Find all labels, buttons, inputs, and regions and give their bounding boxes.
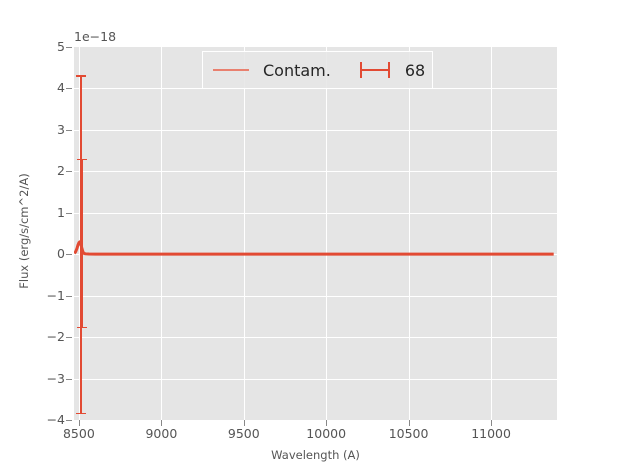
y-tick-mark: [66, 171, 72, 173]
y-tick-label: 2: [57, 163, 65, 179]
y-tick-label: 5: [57, 39, 65, 54]
gridline-horizontal: [74, 212, 557, 214]
legend-item-contam[interactable]: Contam.: [203, 52, 331, 88]
x-tick-mark: [243, 420, 245, 426]
y-tick-mark: [66, 88, 72, 90]
y-axis-label: Flux (erg/s/cm^2/A): [17, 173, 31, 289]
x-tick-label: 10000: [306, 426, 347, 441]
x-tick-mark: [408, 420, 410, 426]
x-tick-label: 9000: [145, 426, 178, 441]
gridline-horizontal: [74, 129, 557, 131]
x-tick-mark: [491, 420, 493, 426]
y-tick-label: −2: [46, 329, 65, 345]
legend-label-68: 68: [404, 60, 426, 80]
y-tick-mark: [66, 337, 72, 339]
errorbar-bar: [359, 69, 390, 71]
legend-errorbar-swatch-icon: [357, 61, 393, 79]
x-tick-mark: [326, 420, 328, 426]
x-tick-label: 11000: [471, 426, 511, 441]
gridline-horizontal: [74, 337, 557, 339]
gridline-horizontal: [74, 171, 557, 173]
x-tick-label: 10500: [388, 426, 429, 441]
y-tick-label: 0: [57, 246, 65, 262]
gridline-vertical: [408, 47, 410, 420]
y-tick-mark: [66, 420, 72, 421]
errorbar-cap-lower: [77, 326, 87, 329]
plot-area: [74, 47, 557, 420]
y-tick-label: 4: [57, 80, 65, 96]
y-tick-label: −4: [46, 412, 65, 427]
errorbar-cap-upper: [76, 75, 86, 77]
errorbar-cap-upper: [77, 158, 87, 161]
gridline-horizontal: [74, 295, 557, 297]
y-tick-mark: [66, 254, 72, 256]
y-tick-mark: [66, 212, 72, 214]
legend-line-swatch-icon: [213, 68, 249, 72]
x-tick-label: 9500: [227, 426, 260, 441]
x-tick-mark: [161, 420, 163, 426]
legend-item-68[interactable]: 68: [331, 52, 425, 88]
y-tick-mark: [66, 47, 72, 48]
gridline-vertical: [161, 47, 163, 420]
y-tick-mark: [66, 378, 72, 380]
legend-label-contam: Contam.: [263, 60, 331, 80]
chart-legend: Contam. 68: [202, 51, 433, 89]
x-axis-label: Wavelength (A): [271, 448, 360, 462]
errorbar-cap-right: [387, 62, 390, 78]
gridline-horizontal: [74, 378, 557, 380]
y-axis-offset-label: 1e−18: [74, 29, 117, 44]
y-tick-label: 3: [57, 121, 65, 137]
y-tick-label: −1: [46, 287, 65, 303]
y-tick-mark: [66, 129, 72, 131]
errorbar-stem: [81, 158, 83, 327]
gridline-vertical: [243, 47, 245, 420]
errorbar-cap-lower: [76, 412, 86, 415]
contamination-flux-line: [74, 240, 554, 256]
x-tick-mark: [78, 420, 80, 426]
gridline-vertical: [491, 47, 493, 420]
gridline-vertical: [326, 47, 328, 420]
gridline-vertical: [78, 47, 80, 420]
y-tick-mark: [66, 295, 72, 297]
y-tick-label: 1: [57, 204, 65, 220]
x-tick-label: 8500: [62, 426, 95, 441]
y-tick-label: −3: [46, 370, 65, 386]
